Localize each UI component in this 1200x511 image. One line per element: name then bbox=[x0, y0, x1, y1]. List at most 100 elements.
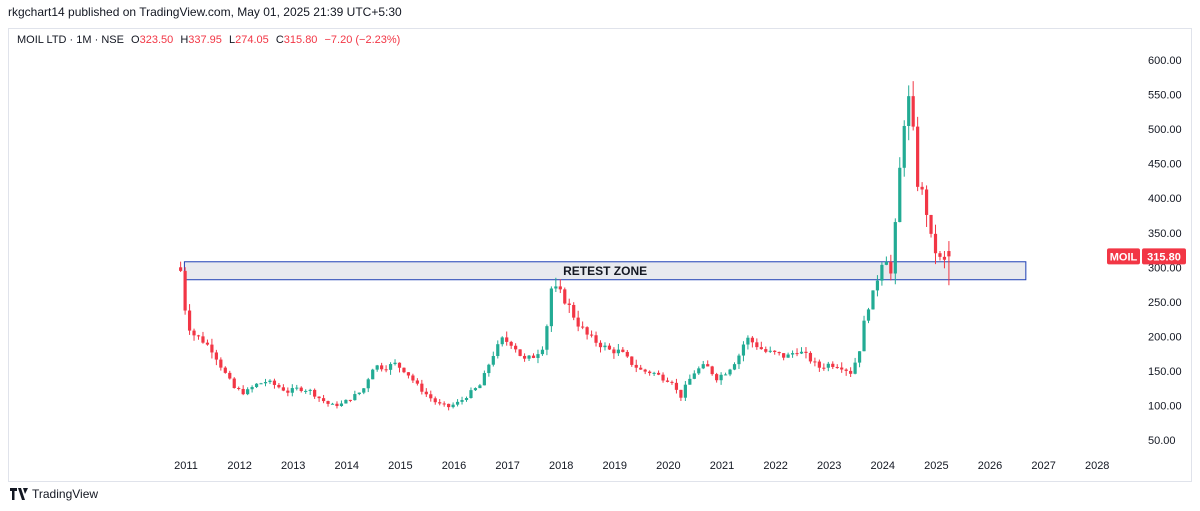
candle-body bbox=[835, 366, 839, 368]
high-value: 337.95 bbox=[188, 34, 222, 46]
candle-body bbox=[750, 337, 754, 343]
candle-body bbox=[933, 233, 938, 254]
x-tick-label: 2011 bbox=[174, 460, 198, 472]
candle-body bbox=[670, 381, 674, 383]
candle-body bbox=[487, 364, 491, 374]
candle-body bbox=[665, 380, 670, 382]
x-tick-label: 2013 bbox=[281, 460, 305, 472]
candle-body bbox=[804, 351, 808, 353]
candle-body bbox=[746, 337, 750, 345]
candle-body bbox=[911, 96, 915, 127]
candle-body bbox=[697, 368, 701, 374]
candle-body bbox=[808, 352, 813, 362]
candle-body bbox=[491, 356, 495, 365]
candle-body bbox=[907, 96, 911, 126]
candle-body bbox=[500, 337, 504, 345]
candle-body bbox=[371, 369, 375, 380]
candle-body bbox=[549, 288, 553, 327]
candle-body bbox=[701, 364, 705, 369]
retest-zone-box[interactable] bbox=[183, 261, 1027, 281]
candle-body bbox=[259, 383, 263, 385]
candle-body bbox=[339, 403, 344, 407]
candle-body bbox=[210, 344, 214, 353]
candle-body bbox=[179, 267, 183, 271]
candle-body bbox=[719, 374, 723, 381]
chart-panel[interactable] bbox=[8, 28, 1192, 482]
candle-body bbox=[889, 261, 893, 274]
candle-body bbox=[187, 310, 192, 331]
candle-body bbox=[514, 345, 518, 350]
candle-body bbox=[366, 379, 370, 389]
candle-body bbox=[219, 359, 223, 368]
tradingview-footer[interactable]: TradingView bbox=[10, 487, 98, 501]
candle-body bbox=[183, 270, 187, 311]
x-tick-label: 2017 bbox=[495, 460, 519, 472]
price-axis[interactable]: 600.00 550.00 500.00 450.00 400.00 350.00 300.… bbox=[1148, 55, 1182, 447]
candle-body bbox=[942, 256, 947, 260]
candle-body bbox=[616, 349, 620, 354]
candle-body bbox=[862, 320, 866, 352]
candle-body bbox=[290, 388, 294, 393]
candle-body bbox=[581, 326, 585, 328]
x-tick-label: 2024 bbox=[871, 460, 895, 472]
candle-body bbox=[254, 383, 259, 388]
candle-body bbox=[522, 355, 527, 359]
candle-body bbox=[362, 388, 366, 393]
candle-body bbox=[415, 380, 419, 384]
candle-body bbox=[295, 387, 299, 389]
candle-body bbox=[790, 353, 795, 355]
candle-body bbox=[281, 387, 285, 391]
last-price-text: 315.80 bbox=[1147, 251, 1181, 263]
candle-body bbox=[732, 364, 737, 370]
candle-body bbox=[411, 375, 415, 381]
symbol-label[interactable]: MOIL LTD · 1M · NSE bbox=[17, 34, 124, 46]
candle-body bbox=[723, 374, 728, 376]
candle-body bbox=[795, 353, 799, 355]
candle-body bbox=[246, 389, 250, 395]
retest-zone-layer: RETEST ZONE bbox=[183, 261, 1027, 281]
candle-body bbox=[433, 398, 437, 403]
time-axis[interactable]: 2011 2012 2013 2014 2015 2016 2017 2018 2019 2020… bbox=[174, 460, 1109, 472]
candle-body bbox=[455, 401, 460, 405]
candle-body bbox=[777, 351, 781, 354]
y-tick-label: 450.00 bbox=[1148, 159, 1182, 171]
candle-body bbox=[688, 378, 692, 385]
candle-body bbox=[607, 345, 612, 350]
candle-body bbox=[531, 355, 536, 358]
candle-body bbox=[817, 361, 821, 368]
candle-body bbox=[518, 349, 522, 356]
y-tick-label: 350.00 bbox=[1148, 228, 1182, 240]
candle-body bbox=[661, 374, 665, 381]
candle-body bbox=[916, 126, 920, 187]
candle-body bbox=[196, 335, 201, 337]
candle-body bbox=[755, 342, 759, 348]
candle-body bbox=[875, 280, 880, 291]
candle-body bbox=[357, 392, 361, 395]
candle-body bbox=[308, 389, 312, 391]
candle-body bbox=[840, 367, 844, 370]
candle-body bbox=[348, 399, 352, 401]
candle-body bbox=[353, 394, 357, 401]
candle-body bbox=[438, 402, 442, 404]
candle-body bbox=[813, 361, 817, 363]
candle-body bbox=[589, 334, 594, 336]
candle-body bbox=[397, 362, 402, 368]
symbol-badge-text: MOIL bbox=[1110, 251, 1138, 263]
candle-body bbox=[205, 342, 210, 345]
candle-body bbox=[232, 378, 236, 389]
candle-body bbox=[786, 354, 790, 358]
candle-body bbox=[321, 398, 326, 402]
retest-zone-label: RETEST ZONE bbox=[563, 264, 647, 278]
candle-body bbox=[857, 351, 862, 363]
candle-body bbox=[648, 371, 652, 374]
candle-body bbox=[545, 326, 549, 350]
footer-brand: TradingView bbox=[32, 487, 99, 501]
y-tick-label: 50.00 bbox=[1148, 435, 1176, 447]
candle-body bbox=[715, 374, 719, 381]
candle-body bbox=[464, 397, 469, 401]
candle-body bbox=[424, 391, 428, 395]
candle-body bbox=[335, 403, 339, 407]
x-tick-label: 2018 bbox=[549, 460, 573, 472]
candle-body bbox=[527, 355, 531, 359]
